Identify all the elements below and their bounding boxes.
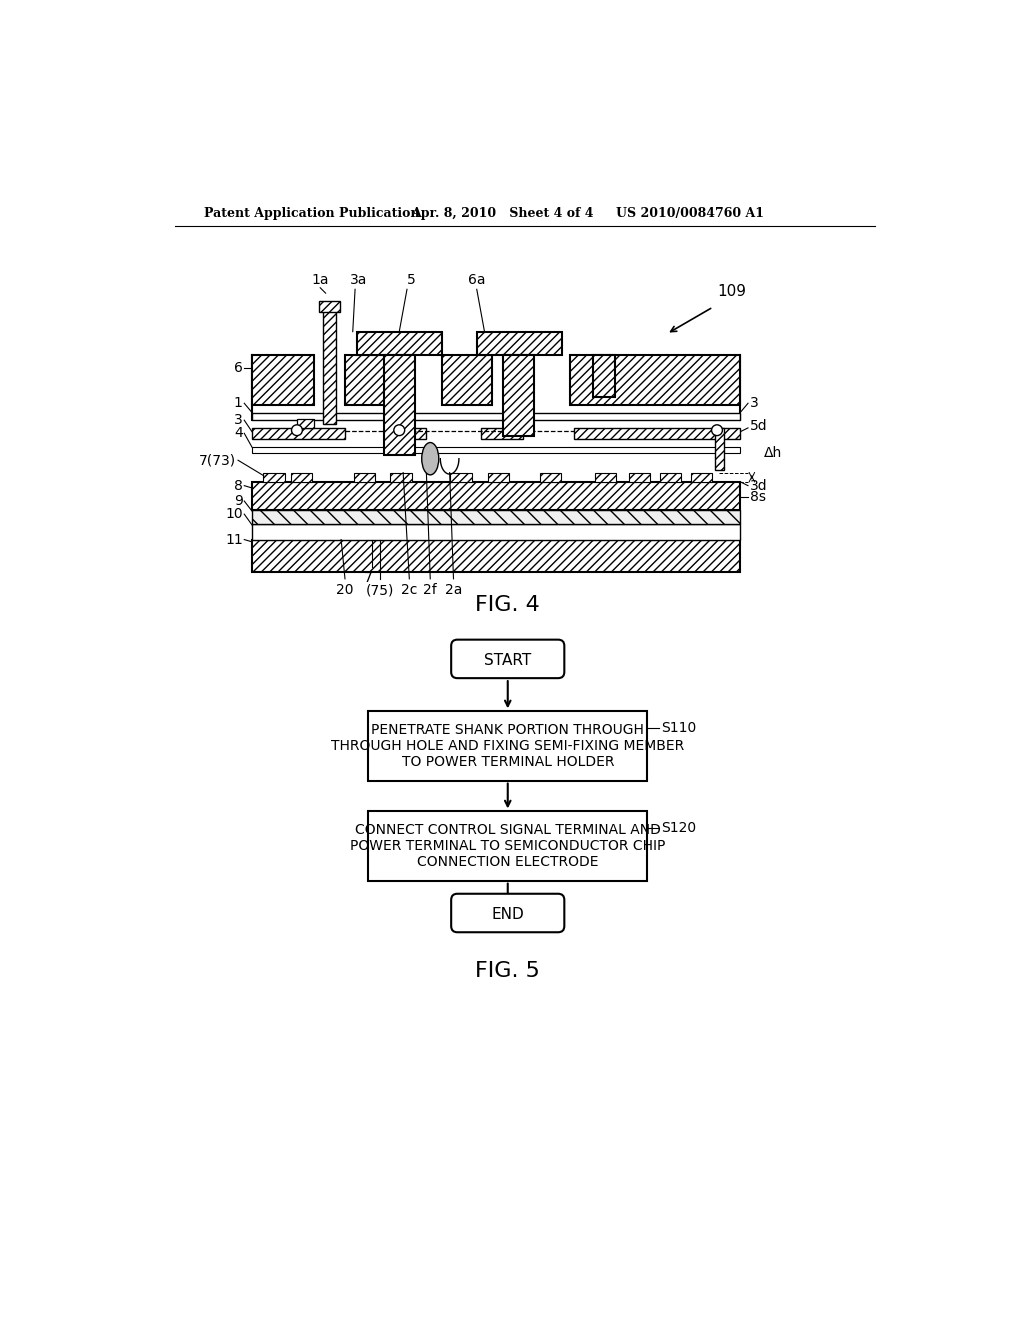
Bar — [324, 309, 336, 424]
Text: 1a: 1a — [311, 273, 329, 286]
Text: FIG. 4: FIG. 4 — [475, 595, 540, 615]
Bar — [384, 428, 426, 438]
Bar — [715, 428, 724, 470]
Text: END: END — [492, 907, 524, 923]
Bar — [690, 473, 713, 482]
Text: 8: 8 — [233, 479, 243, 492]
Bar — [487, 473, 509, 482]
Circle shape — [292, 425, 302, 436]
Text: 6: 6 — [233, 360, 243, 375]
Bar — [252, 447, 740, 453]
Bar — [345, 355, 395, 405]
Bar — [252, 524, 740, 540]
Text: FIG. 5: FIG. 5 — [475, 961, 541, 981]
Text: US 2010/0084760 A1: US 2010/0084760 A1 — [616, 207, 764, 220]
Text: 3: 3 — [233, 413, 243, 428]
Text: 3: 3 — [750, 396, 759, 411]
Bar — [573, 428, 740, 438]
Text: S110: S110 — [662, 721, 696, 735]
Text: 2f: 2f — [423, 583, 437, 598]
Bar — [353, 473, 375, 482]
FancyBboxPatch shape — [452, 640, 564, 678]
Text: Apr. 8, 2010   Sheet 4 of 4: Apr. 8, 2010 Sheet 4 of 4 — [411, 207, 593, 220]
Bar — [480, 428, 523, 438]
Text: (75): (75) — [366, 583, 394, 598]
Bar — [451, 473, 472, 482]
Bar — [659, 473, 681, 482]
Text: 5d: 5d — [751, 420, 768, 433]
Bar — [356, 331, 442, 355]
Text: 7(73): 7(73) — [200, 453, 237, 467]
Text: 1: 1 — [233, 396, 243, 411]
Text: 4: 4 — [233, 426, 243, 441]
Text: 10: 10 — [225, 507, 243, 521]
Bar — [318, 301, 340, 313]
Bar — [263, 473, 285, 482]
Bar — [442, 355, 493, 405]
Text: 20: 20 — [336, 583, 353, 598]
Text: PENETRATE SHANK PORTION THROUGH
THROUGH HOLE AND FIXING SEMI-FIXING MEMBER
TO PO: PENETRATE SHANK PORTION THROUGH THROUGH … — [331, 723, 684, 770]
Text: 109: 109 — [717, 284, 746, 300]
Text: CONNECT CONTROL SIGNAL TERMINAL AND
POWER TERMINAL TO SEMICONDUCTOR CHIP
CONNECT: CONNECT CONTROL SIGNAL TERMINAL AND POWE… — [350, 822, 666, 869]
Bar — [369, 711, 647, 780]
Text: 3d: 3d — [751, 479, 768, 492]
Bar — [384, 355, 415, 455]
Bar — [569, 355, 740, 405]
Bar — [252, 540, 740, 572]
Text: Patent Application Publication: Patent Application Publication — [204, 207, 420, 220]
Text: 2a: 2a — [444, 583, 462, 598]
Bar — [503, 355, 535, 436]
Bar — [252, 511, 740, 524]
Text: 3a: 3a — [350, 273, 368, 286]
Bar — [252, 355, 314, 405]
Circle shape — [712, 425, 722, 436]
Text: 8s: 8s — [751, 490, 766, 504]
Bar — [252, 482, 740, 511]
Text: START: START — [484, 653, 531, 668]
Bar — [540, 473, 561, 482]
Bar — [629, 473, 650, 482]
Bar — [291, 473, 312, 482]
Bar — [390, 473, 412, 482]
Bar — [297, 420, 314, 428]
Text: 6a: 6a — [468, 273, 485, 286]
Text: 2c: 2c — [401, 583, 418, 598]
Text: S120: S120 — [662, 821, 696, 836]
Text: Δh: Δh — [764, 446, 781, 461]
Bar — [595, 473, 616, 482]
FancyBboxPatch shape — [452, 894, 564, 932]
Bar — [252, 412, 740, 420]
Ellipse shape — [422, 442, 438, 475]
Circle shape — [394, 425, 404, 436]
Bar — [252, 428, 345, 438]
Text: 11: 11 — [225, 532, 243, 546]
Text: 9: 9 — [233, 494, 243, 508]
Text: 7: 7 — [364, 572, 373, 585]
Bar — [477, 331, 562, 355]
Text: 5: 5 — [407, 273, 416, 286]
Bar — [593, 355, 614, 397]
Bar — [369, 812, 647, 880]
